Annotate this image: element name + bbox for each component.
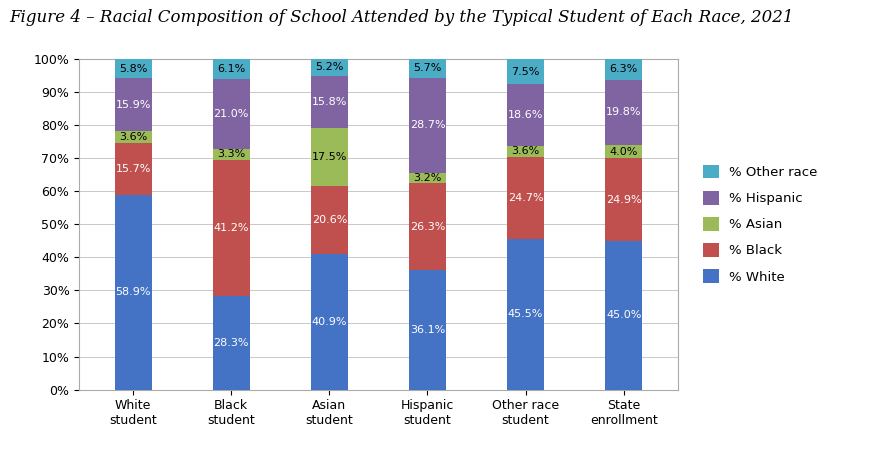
Bar (114, 131, 151, 143)
Bar (114, 195, 151, 390)
Bar (311, 76, 348, 128)
Text: 15.7%: 15.7% (115, 164, 150, 174)
Bar (213, 79, 250, 149)
Bar (311, 186, 348, 254)
Text: 15.8%: 15.8% (312, 97, 347, 107)
Bar (605, 145, 642, 159)
Bar (605, 59, 642, 80)
Bar (409, 173, 446, 183)
Text: 24.7%: 24.7% (508, 193, 543, 203)
Bar (114, 143, 151, 195)
Bar (311, 59, 348, 76)
Bar (605, 80, 642, 145)
Text: 45.5%: 45.5% (508, 309, 543, 319)
Bar (213, 149, 250, 160)
Legend: % Other race, % Hispanic, % Asian, % Black, % White: % Other race, % Hispanic, % Asian, % Bla… (696, 159, 825, 290)
Text: 5.8%: 5.8% (119, 64, 147, 74)
Text: 17.5%: 17.5% (312, 152, 347, 162)
Text: 4.0%: 4.0% (610, 147, 638, 157)
Bar (409, 270, 446, 390)
Bar (507, 145, 544, 158)
Text: 7.5%: 7.5% (511, 67, 539, 77)
Text: 18.6%: 18.6% (508, 110, 543, 120)
Text: 26.3%: 26.3% (410, 222, 445, 232)
Text: 36.1%: 36.1% (410, 325, 445, 335)
Bar (507, 158, 544, 239)
Text: 21.0%: 21.0% (214, 109, 249, 119)
Text: 3.6%: 3.6% (511, 146, 539, 156)
Text: 20.6%: 20.6% (312, 215, 347, 225)
Text: 5.7%: 5.7% (414, 63, 442, 73)
Bar (507, 84, 544, 145)
Bar (409, 183, 446, 270)
Bar (213, 296, 250, 390)
Text: 41.2%: 41.2% (214, 223, 249, 233)
Text: 40.9%: 40.9% (312, 317, 347, 327)
Text: 28.3%: 28.3% (214, 338, 249, 348)
Text: 58.9%: 58.9% (115, 287, 150, 297)
Bar (213, 160, 250, 296)
Text: 3.2%: 3.2% (414, 173, 442, 183)
Bar (409, 78, 446, 173)
Text: 3.3%: 3.3% (217, 149, 246, 159)
Bar (605, 159, 642, 241)
Text: 5.2%: 5.2% (315, 63, 343, 72)
Bar (311, 128, 348, 186)
Bar (114, 59, 151, 78)
Bar (507, 239, 544, 390)
Bar (213, 59, 250, 79)
Bar (507, 59, 544, 84)
Bar (409, 59, 446, 78)
Text: Figure 4 – Racial Composition of School Attended by the Typical Student of Each : Figure 4 – Racial Composition of School … (9, 9, 793, 26)
Text: 15.9%: 15.9% (115, 100, 150, 110)
Bar (605, 241, 642, 390)
Text: 3.6%: 3.6% (119, 132, 147, 142)
Bar (311, 254, 348, 390)
Text: 6.3%: 6.3% (610, 64, 638, 74)
Text: 45.0%: 45.0% (606, 310, 642, 320)
Text: 6.1%: 6.1% (217, 64, 246, 74)
Text: 19.8%: 19.8% (606, 107, 642, 117)
Text: 24.9%: 24.9% (605, 195, 642, 205)
Text: 28.7%: 28.7% (409, 120, 445, 130)
Bar (114, 78, 151, 131)
